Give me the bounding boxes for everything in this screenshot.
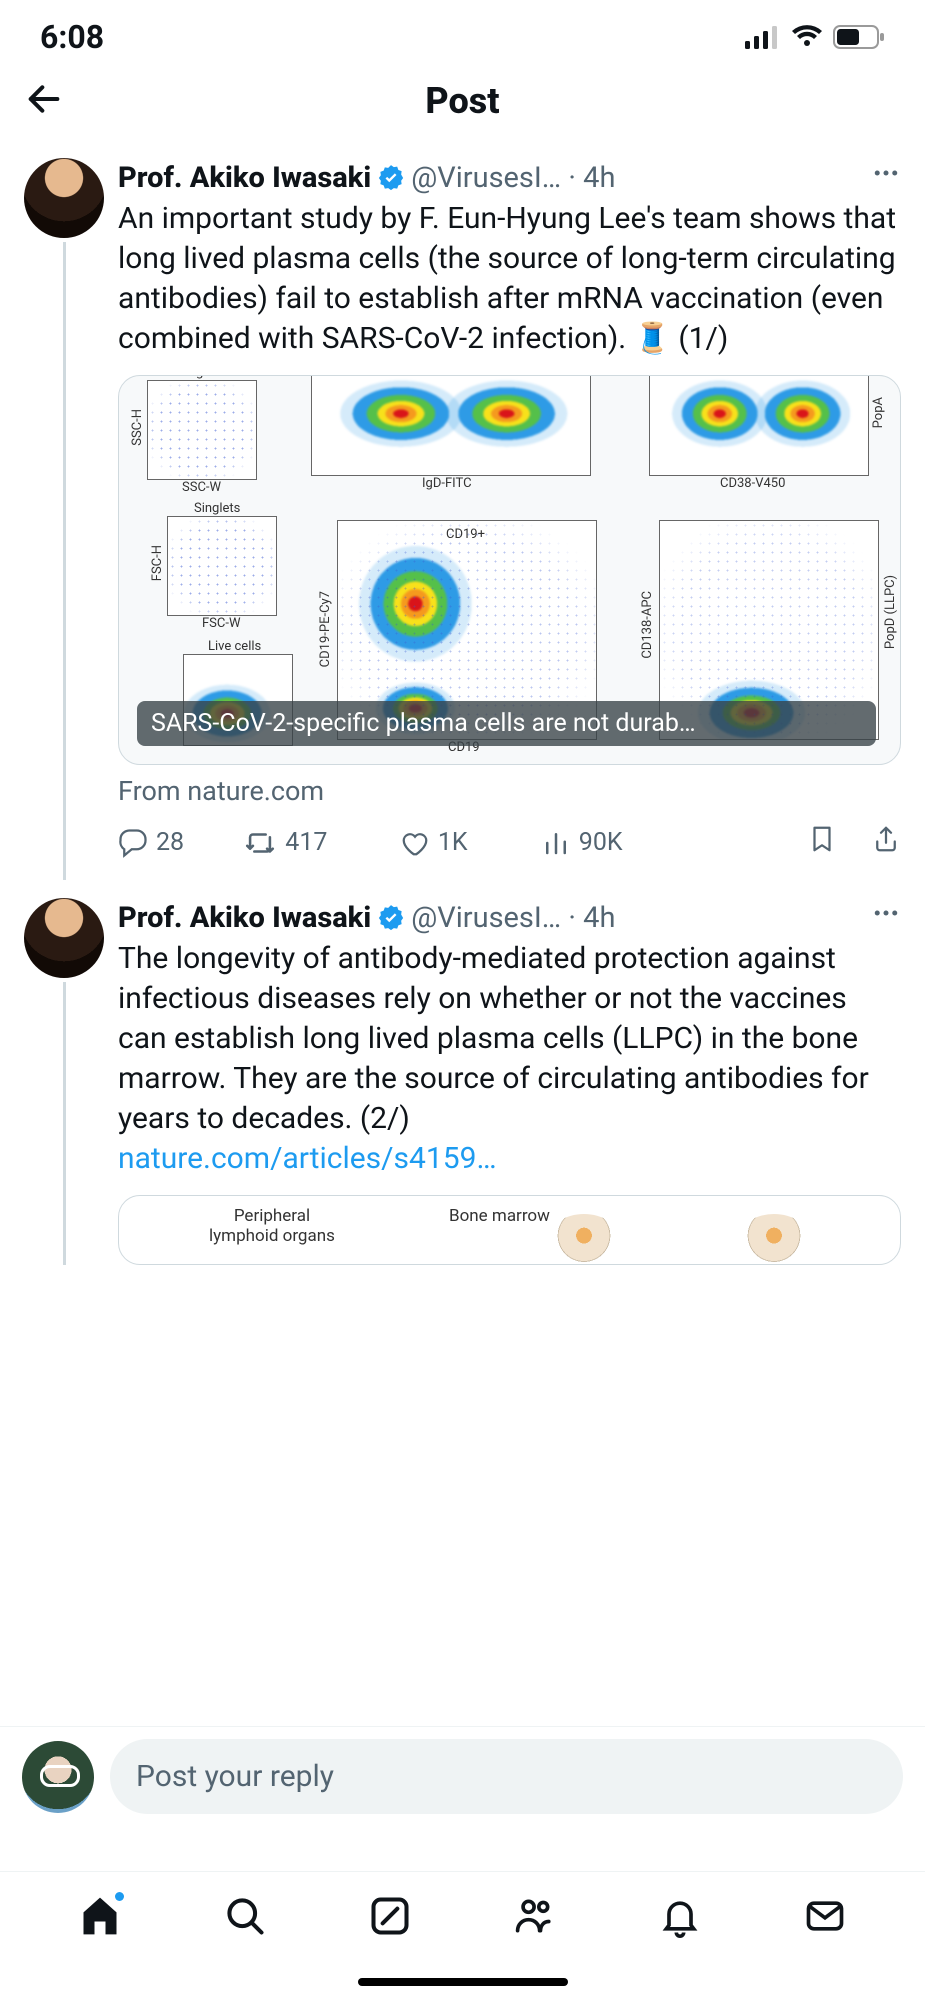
card2-heading-right: Bone marrow [449, 1206, 550, 1226]
facs-xlabel: CD38-V450 [720, 476, 785, 491]
nav-messages[interactable] [803, 1894, 847, 1942]
current-user-avatar[interactable] [22, 1741, 94, 1813]
facs-xlabel: FSC-W [202, 616, 241, 631]
reply-input[interactable]: Post your reply [110, 1739, 903, 1814]
nav-grok[interactable] [368, 1894, 412, 1942]
author-name[interactable]: Prof. Akiko Iwasaki [118, 900, 371, 936]
nav-communities[interactable] [513, 1894, 557, 1942]
grok-icon [368, 1894, 412, 1938]
tweet-meta: @VirusesI… · 4h [411, 160, 865, 196]
link-card[interactable]: Singlets SSC-H SSC-W IgD-FITC CD38-V450 … [118, 375, 901, 765]
author-handle[interactable]: @VirusesI… [411, 901, 561, 935]
share-button[interactable] [871, 823, 901, 862]
tweet[interactable]: Prof. Akiko Iwasaki @VirusesI… · 4h The … [0, 884, 925, 1269]
thread-connector [63, 982, 66, 1265]
home-indicator [358, 1978, 568, 1986]
card2-heading-left: Peripherallymphoid organs [209, 1206, 335, 1246]
verified-badge-icon [377, 164, 405, 192]
stats-icon [541, 828, 571, 858]
tweet-actions: 28 417 1K 90K [118, 823, 901, 880]
reply-count: 28 [156, 828, 184, 857]
envelope-icon [803, 1894, 847, 1938]
facs-label: CD19+ [446, 527, 485, 542]
card-domain: From nature.com [118, 775, 901, 807]
nav-search[interactable] [223, 1894, 267, 1942]
wifi-icon [791, 25, 823, 49]
avatar-column [24, 898, 104, 1265]
facs-ylabel: CD19-PE-Cy7 [318, 591, 333, 667]
tweet-header: Prof. Akiko Iwasaki @VirusesI… · 4h [118, 158, 901, 197]
view-count: 90K [579, 828, 623, 857]
author-handle[interactable]: @VirusesI… [411, 161, 561, 195]
verified-badge-icon [377, 904, 405, 932]
thread-connector [63, 242, 66, 880]
arrow-left-icon [24, 79, 64, 119]
tweet-more-button[interactable] [871, 898, 901, 937]
facs-ylabel: SSC-H [130, 409, 145, 446]
tweet-text: An important study by F. Eun-Hyung Lee's… [118, 199, 901, 359]
facs-label: Live cells [208, 639, 261, 654]
facs-xlabel: IgD-FITC [422, 476, 472, 491]
facs-xlabel: SSC-W [182, 480, 221, 495]
bottom-nav [0, 1871, 925, 1954]
like-count: 1K [438, 828, 468, 857]
avatar[interactable] [24, 898, 104, 978]
views-button[interactable]: 90K [541, 828, 713, 858]
retweet-button[interactable]: 417 [243, 828, 400, 858]
nav-notifications[interactable] [658, 1894, 702, 1942]
home-icon [78, 1894, 122, 1938]
facs-rlabel: PopD (LLPC) [883, 575, 898, 649]
tweet-text: The longevity of antibody-mediated prote… [118, 939, 901, 1179]
reply-icon [118, 828, 148, 858]
facs-rlabel: PopA [871, 397, 886, 428]
battery-icon [833, 25, 885, 49]
cellular-icon [745, 25, 781, 49]
link-card[interactable]: Peripherallymphoid organs Bone marrow [118, 1195, 901, 1265]
reply-bar: Post your reply [0, 1726, 925, 1832]
avatar[interactable] [24, 158, 104, 238]
ellipsis-icon [871, 898, 901, 928]
card-caption: SARS-CoV-2-specific plasma cells are not… [137, 701, 876, 746]
facs-label: Singlets [178, 375, 224, 380]
status-icons [745, 25, 885, 49]
tweet-more-button[interactable] [871, 158, 901, 197]
nav-home[interactable] [78, 1894, 122, 1942]
like-button[interactable]: 1K [400, 828, 541, 858]
search-icon [223, 1894, 267, 1938]
tweet[interactable]: Prof. Akiko Iwasaki @VirusesI… · 4h An i… [0, 144, 925, 884]
tweet-meta: @VirusesI… · 4h [411, 900, 865, 936]
bookmark-button[interactable] [807, 823, 837, 862]
bookmark-icon [807, 823, 837, 855]
tweet-link[interactable]: nature.com/articles/s4159… [118, 1141, 497, 1176]
retweet-icon [243, 828, 277, 858]
author-name[interactable]: Prof. Akiko Iwasaki [118, 160, 371, 196]
tweet-time[interactable]: 4h [583, 901, 615, 935]
notification-dot-icon [115, 1892, 124, 1901]
status-time: 6:08 [40, 18, 104, 56]
facs-label: Singlets [194, 501, 240, 516]
header: Post [0, 66, 925, 144]
reply-button[interactable]: 28 [118, 828, 243, 858]
back-button[interactable] [24, 79, 64, 123]
status-bar: 6:08 [0, 0, 925, 66]
tweet-header: Prof. Akiko Iwasaki @VirusesI… · 4h [118, 898, 901, 937]
facs-ylabel: CD138-APC [640, 591, 655, 659]
retweet-count: 417 [285, 828, 327, 857]
ellipsis-icon [871, 158, 901, 188]
communities-icon [513, 1894, 557, 1938]
facs-ylabel: FSC-H [150, 545, 165, 581]
page-title: Post [425, 80, 499, 122]
heart-icon [400, 828, 430, 858]
tweet-time[interactable]: 4h [583, 161, 615, 195]
avatar-column [24, 158, 104, 880]
bell-icon [658, 1894, 702, 1938]
share-icon [871, 823, 901, 855]
